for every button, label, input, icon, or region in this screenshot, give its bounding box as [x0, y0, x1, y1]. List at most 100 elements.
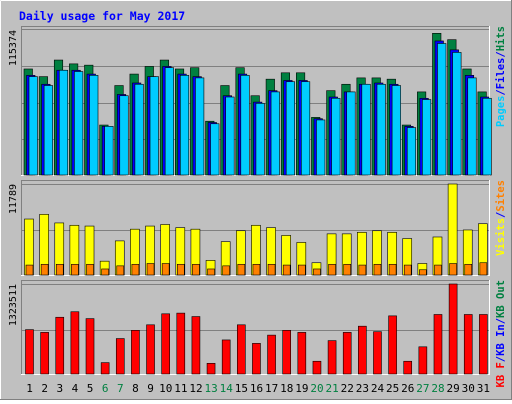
bar-pages-day-3 — [58, 69, 69, 176]
bar-sites-day-2 — [40, 263, 49, 276]
bar-sites-day-21 — [328, 263, 336, 276]
bar-kbytes-day-29 — [448, 283, 458, 375]
bar-kbytes-day-8 — [131, 330, 140, 375]
bar-sites-day-31 — [479, 262, 488, 276]
bar-kbytes-day-22 — [342, 332, 352, 375]
x-axis-label-day-21: 21 — [326, 382, 339, 395]
bar-sites-day-17 — [267, 263, 276, 276]
bar-kbytes-day-12 — [191, 316, 201, 375]
bar-kbytes-day-5 — [85, 318, 95, 375]
bar-pages-day-7 — [119, 95, 129, 176]
bar-sites-day-10 — [161, 263, 170, 276]
x-axis-label-day-4: 4 — [72, 382, 79, 395]
legend-entry-sites: Sites — [495, 180, 507, 212]
bar-kbytes-day-17 — [267, 334, 276, 375]
x-axis-label-day-13: 13 — [204, 382, 217, 395]
legend-entry-kb-out: KB Out — [495, 280, 507, 318]
bar-kbytes-day-2 — [40, 332, 49, 375]
bar-sites-day-28 — [434, 264, 442, 276]
x-axis-label-day-29: 29 — [447, 382, 460, 395]
x-axis-label-day-7: 7 — [117, 382, 124, 395]
bar-pages-day-29 — [452, 52, 462, 176]
bar-pages-day-6 — [104, 126, 114, 176]
legend-entry--: / — [495, 318, 507, 324]
bar-kbytes-day-6 — [100, 362, 110, 375]
legend-entry-hits: Hits — [495, 26, 507, 51]
bar-kbytes-day-7 — [115, 338, 125, 375]
bar-sites-day-1 — [25, 264, 34, 276]
bar-kbytes-day-23 — [358, 325, 367, 375]
x-axis-label-day-17: 17 — [265, 382, 278, 395]
panel-2-max-value-label: 1323511 — [8, 284, 19, 326]
x-axis-label-day-10: 10 — [159, 382, 172, 395]
x-axis-label-day-23: 23 — [356, 382, 369, 395]
bar-pages-day-14 — [225, 96, 235, 176]
bar-sites-day-15 — [237, 263, 246, 276]
bar-pages-day-25 — [391, 85, 401, 176]
x-axis-label-day-5: 5 — [87, 382, 94, 395]
bar-pages-day-27 — [422, 99, 432, 176]
bar-pages-day-24 — [376, 83, 386, 176]
x-axis-label-day-11: 11 — [174, 382, 187, 395]
bar-pages-day-31 — [482, 97, 492, 176]
bar-sites-day-12 — [192, 263, 200, 276]
panel-1-legend: Visits/Sites — [495, 180, 507, 256]
bar-sites-day-22 — [343, 263, 352, 276]
bar-kbytes-day-1 — [25, 329, 34, 375]
x-axis-label-day-14: 14 — [220, 382, 234, 395]
bar-sites-day-20 — [313, 268, 321, 276]
bar-kbytes-day-9 — [146, 324, 155, 375]
x-axis-label-day-3: 3 — [57, 382, 64, 395]
bar-kbytes-day-31 — [479, 314, 488, 375]
x-axis-label-day-25: 25 — [386, 382, 399, 395]
legend-separator: / — [495, 89, 507, 95]
bar-sites-day-27 — [419, 269, 427, 276]
bar-pages-day-26 — [406, 127, 417, 176]
bar-sites-day-5 — [86, 263, 94, 276]
x-axis-label-day-15: 15 — [235, 382, 248, 395]
bar-pages-day-30 — [467, 77, 477, 176]
bar-sites-day-13 — [207, 268, 215, 276]
legend-entry--: / — [495, 356, 507, 362]
x-axis-label-day-26: 26 — [401, 382, 414, 395]
legend-separator: / — [495, 51, 507, 57]
bar-sites-day-19 — [298, 264, 306, 276]
x-axis-label-day-9: 9 — [147, 382, 154, 395]
bar-kbytes-day-11 — [176, 312, 186, 375]
bar-pages-day-2 — [43, 85, 53, 176]
bar-sites-day-26 — [403, 264, 412, 276]
legend-entry-visits: Visits — [495, 218, 507, 256]
bar-kbytes-day-18 — [282, 330, 291, 375]
bar-pages-day-21 — [331, 97, 341, 176]
bar-pages-day-5 — [89, 75, 99, 176]
bar-pages-day-15 — [240, 75, 250, 176]
legend-entry-kb-f: KB F — [495, 362, 507, 387]
bar-kbytes-day-14 — [221, 339, 231, 375]
bar-pages-day-16 — [255, 103, 265, 176]
x-axis-label-day-12: 12 — [189, 382, 202, 395]
bar-kbytes-day-25 — [388, 315, 397, 375]
panel-1-max-value-label: 11789 — [8, 184, 19, 214]
bar-sites-day-30 — [464, 263, 473, 276]
x-axis-label-day-6: 6 — [102, 382, 109, 395]
bar-kbytes-day-15 — [237, 324, 246, 375]
bar-kbytes-day-20 — [312, 360, 322, 375]
bar-sites-day-11 — [176, 263, 185, 276]
bar-visits-day-29 — [447, 183, 458, 276]
x-axis-label-day-31: 31 — [477, 382, 490, 395]
legend-entry-pages: Pages — [495, 96, 507, 128]
panel-0-legend: Pages/Files/Hits — [495, 26, 507, 127]
x-axis-label-day-16: 16 — [250, 382, 263, 395]
panel-0-max-value-label: 115374 — [8, 30, 19, 66]
bar-pages-day-8 — [134, 83, 144, 176]
legend-entry-kb-in: KB In — [495, 324, 507, 356]
bar-sites-day-18 — [282, 264, 291, 276]
bar-kbytes-day-3 — [55, 316, 65, 375]
bar-sites-day-6 — [101, 268, 109, 276]
x-axis-label-day-8: 8 — [132, 382, 139, 395]
legend-entry-files: Files — [495, 58, 507, 90]
bar-pages-day-4 — [74, 71, 84, 176]
bar-kbytes-day-19 — [297, 332, 307, 375]
bar-kbytes-day-30 — [463, 314, 473, 375]
